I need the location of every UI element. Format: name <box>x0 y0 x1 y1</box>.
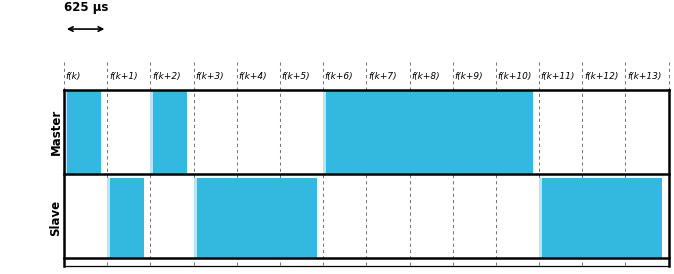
Text: f(k+3): f(k+3) <box>195 72 224 81</box>
Text: f(k+1): f(k+1) <box>109 72 137 81</box>
Bar <box>539 178 542 258</box>
Bar <box>67 90 100 174</box>
Text: f(k+11): f(k+11) <box>541 72 575 81</box>
Text: f(k+7): f(k+7) <box>368 72 397 81</box>
Text: f(k+2): f(k+2) <box>152 72 181 81</box>
Bar <box>193 178 197 258</box>
Text: Slave: Slave <box>49 200 63 236</box>
Bar <box>197 178 317 258</box>
Text: f(k+10): f(k+10) <box>497 72 532 81</box>
Bar <box>64 90 67 174</box>
Text: f(k+5): f(k+5) <box>282 72 310 81</box>
Text: Master: Master <box>49 109 63 155</box>
Bar <box>111 178 144 258</box>
Text: f(k+13): f(k+13) <box>627 72 661 81</box>
Text: f(k+4): f(k+4) <box>239 72 267 81</box>
Bar <box>542 178 662 258</box>
Text: f(k+8): f(k+8) <box>411 72 440 81</box>
Text: f(k): f(k) <box>66 72 81 81</box>
Text: f(k+12): f(k+12) <box>584 72 618 81</box>
Text: f(k+9): f(k+9) <box>454 72 483 81</box>
Bar <box>154 90 187 174</box>
Bar <box>326 90 532 174</box>
Text: 625 μs: 625 μs <box>64 1 109 14</box>
Bar <box>323 90 326 174</box>
Bar <box>107 178 111 258</box>
Text: f(k+6): f(k+6) <box>325 72 353 81</box>
Bar <box>150 90 154 174</box>
